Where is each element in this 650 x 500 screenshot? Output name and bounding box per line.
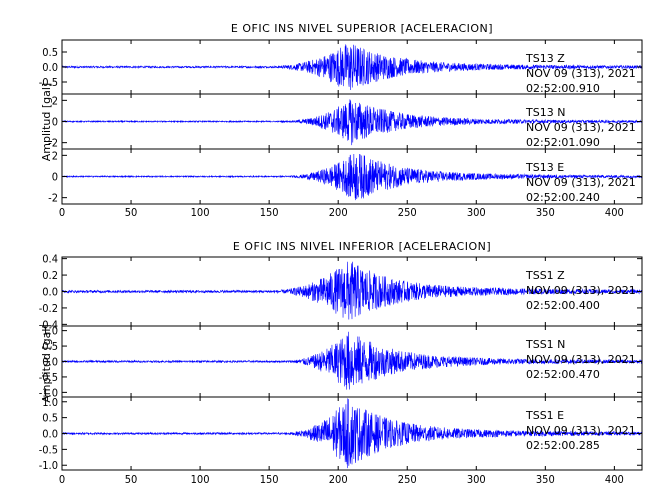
y-tick-label: 2 xyxy=(52,149,58,162)
x-tick-label: 350 xyxy=(536,473,555,486)
time-label: 02:52:00.470 xyxy=(526,368,600,381)
y-tick-label: 0.0 xyxy=(42,61,58,74)
station-label: TS13 E xyxy=(525,161,564,174)
y-tick-label: 0 xyxy=(52,116,58,129)
y-tick-label: 0.4 xyxy=(42,253,58,266)
station-label: TSS1 N xyxy=(525,338,565,351)
time-label: 02:52:00.285 xyxy=(526,439,600,452)
y-tick-label: 0 xyxy=(52,171,58,184)
x-tick-label: 250 xyxy=(398,473,417,486)
chart-title: E OFIC INS NIVEL INFERIOR [ACELERACION] xyxy=(233,240,491,253)
date-label: NOV 09 (313), 2021 xyxy=(526,121,636,134)
y-tick-label: 0.5 xyxy=(42,412,58,425)
x-tick-label: 150 xyxy=(260,206,279,219)
time-label: 02:52:00.910 xyxy=(526,82,600,95)
x-tick-label: 150 xyxy=(260,473,279,486)
waveform-trace-tss1-e xyxy=(61,398,643,469)
date-label: NOV 09 (313), 2021 xyxy=(526,176,636,189)
station-label: TSS1 E xyxy=(525,409,564,422)
x-tick-label: 400 xyxy=(605,473,624,486)
y-tick-label: 0.5 xyxy=(42,340,58,353)
chart-title: E OFIC INS NIVEL SUPERIOR [ACELERACION] xyxy=(231,22,493,35)
y-tick-label: -2 xyxy=(48,137,58,150)
y-tick-label: -2 xyxy=(48,192,58,205)
time-label: 02:52:00.240 xyxy=(526,191,600,204)
y-tick-label: -0.5 xyxy=(39,371,58,384)
x-tick-label: 50 xyxy=(125,473,138,486)
time-label: 02:52:00.400 xyxy=(526,299,600,312)
x-tick-label: 100 xyxy=(191,206,210,219)
station-label: TS13 Z xyxy=(525,52,565,65)
y-tick-label: 1.0 xyxy=(42,396,58,409)
x-tick-label: 250 xyxy=(398,206,417,219)
waveform-trace-ts13-n xyxy=(61,99,643,146)
date-label: NOV 09 (313), 2021 xyxy=(526,353,636,366)
waveform-trace-ts13-e xyxy=(61,153,643,201)
date-label: NOV 09 (313), 2021 xyxy=(526,67,636,80)
y-tick-label: -0.5 xyxy=(39,443,58,456)
x-tick-label: 0 xyxy=(59,206,65,219)
y-tick-label: 0.0 xyxy=(42,286,58,299)
waveform-trace-ts13-z xyxy=(61,44,643,91)
station-label: TS13 N xyxy=(525,106,565,119)
y-tick-label: 0.5 xyxy=(42,46,58,59)
y-axis-label: Amplitud [gal] xyxy=(40,83,53,161)
x-tick-label: 0 xyxy=(59,473,65,486)
y-tick-label: -1.0 xyxy=(39,386,58,399)
x-tick-label: 350 xyxy=(536,206,555,219)
x-tick-label: 200 xyxy=(329,473,348,486)
y-tick-label: 0.0 xyxy=(42,356,58,369)
x-tick-label: 100 xyxy=(191,473,210,486)
y-tick-label: -0.5 xyxy=(39,76,58,89)
y-tick-label: 0.0 xyxy=(42,428,58,441)
station-label: TSS1 Z xyxy=(525,269,565,282)
date-label: NOV 09 (313), 2021 xyxy=(526,284,636,297)
waveform-trace-tss1-z xyxy=(61,261,643,320)
y-tick-label: 2 xyxy=(52,94,58,107)
x-tick-label: 300 xyxy=(467,206,486,219)
y-tick-label: -0.2 xyxy=(39,302,58,315)
x-tick-label: 400 xyxy=(605,206,624,219)
x-tick-label: 200 xyxy=(329,206,348,219)
waveform-trace-tss1-n xyxy=(61,331,643,390)
date-label: NOV 09 (313), 2021 xyxy=(526,424,636,437)
x-tick-label: 50 xyxy=(125,206,138,219)
time-label: 02:52:01.090 xyxy=(526,136,600,149)
x-tick-label: 300 xyxy=(467,473,486,486)
y-tick-label: 0.2 xyxy=(42,269,58,282)
y-tick-label: -1.0 xyxy=(39,459,58,472)
y-axis-label: Amplitud [gal] xyxy=(40,324,53,402)
y-tick-label: 1.0 xyxy=(42,325,58,338)
y-tick-label: -0.4 xyxy=(39,318,58,331)
